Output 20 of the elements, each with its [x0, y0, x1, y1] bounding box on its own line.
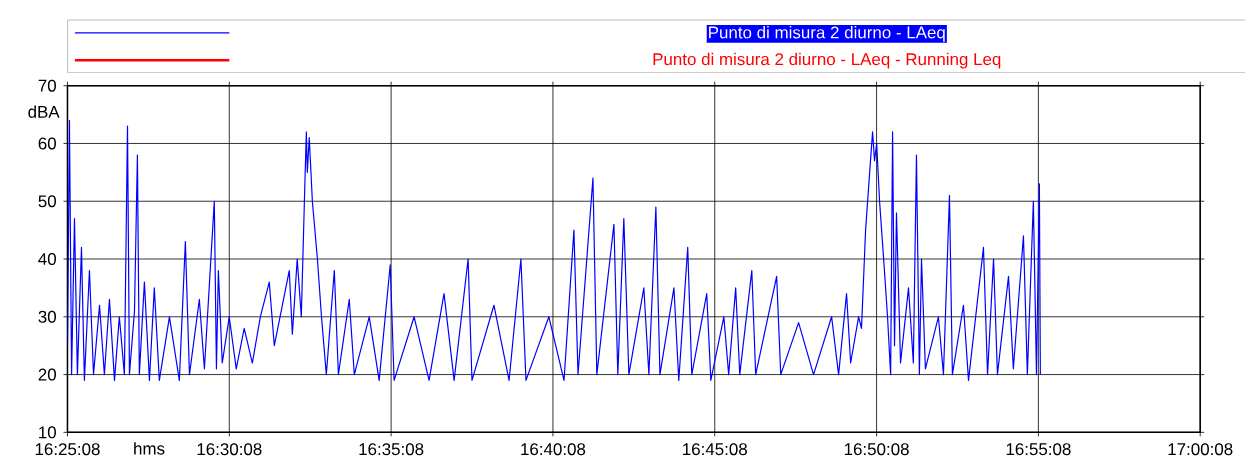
x-tick-label: 16:25:08 — [35, 443, 100, 456]
y-tick-label: 30 — [38, 310, 56, 323]
line-series — [67, 119, 1041, 381]
x-tick-label: 16:35:08 — [359, 443, 424, 456]
text: Punto di misura 2 diurno - LAeq — [709, 25, 945, 42]
x-tick-label: 16:40:08 — [521, 443, 586, 456]
y-tick-label: 40 — [38, 252, 56, 265]
x-tick-label: 17:00:08 — [1168, 443, 1233, 456]
x-tick-label: 16:55:08 — [1006, 443, 1071, 456]
x-axis-title: hms — [134, 442, 165, 455]
y-tick-label: 10 — [39, 426, 56, 439]
x-tick-label: 16:45:08 — [683, 443, 747, 456]
y-axis-title: dBA — [28, 105, 60, 118]
y-tick-label: 20 — [38, 368, 56, 381]
y-tick-label: 70 — [38, 79, 56, 92]
x-tick-label: 16:50:08 — [844, 443, 909, 456]
y-tick-label: 50 — [38, 195, 56, 208]
x-tick-label: 16:30:08 — [197, 443, 262, 456]
legend-label: Punto di misura 2 diurno - LAeq - Running Leq — [653, 52, 1001, 69]
y-tick-label: 60 — [38, 137, 56, 150]
